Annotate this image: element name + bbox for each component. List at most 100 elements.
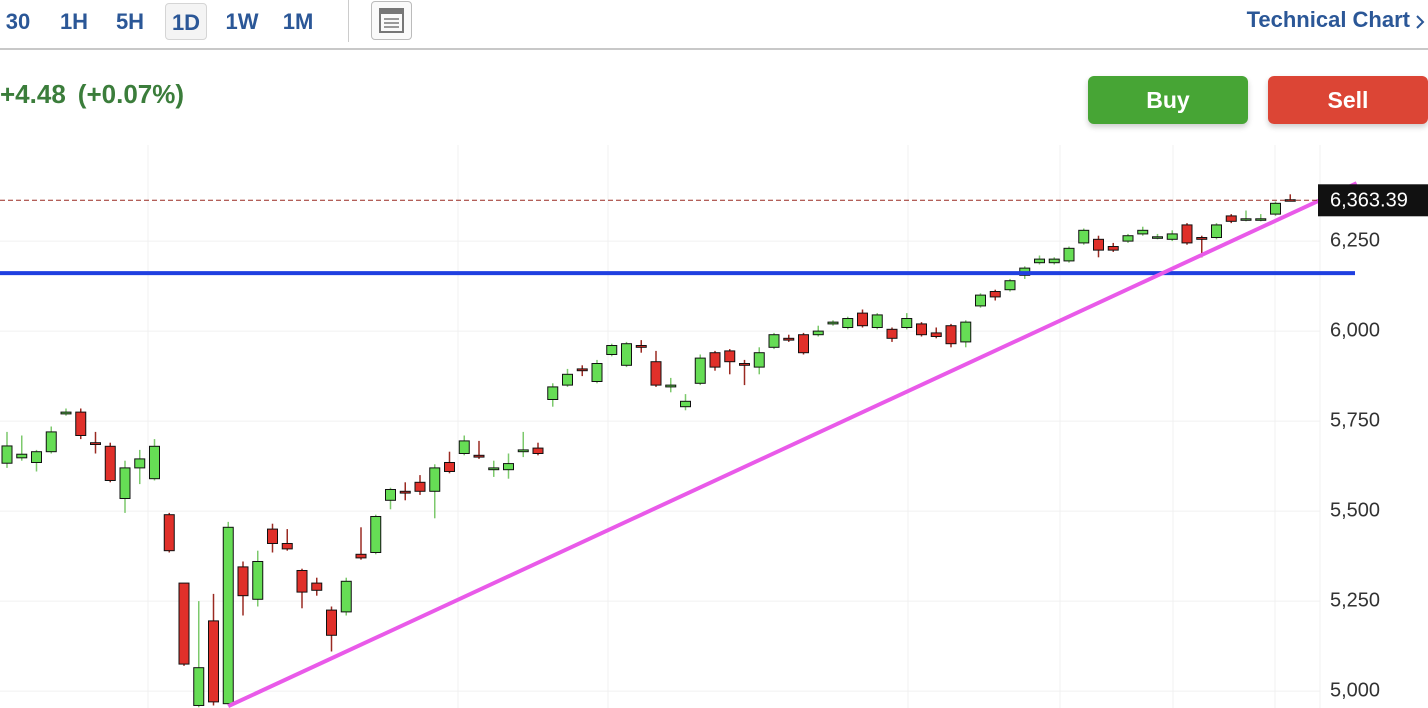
candle-body: [1240, 218, 1252, 221]
candle-body: [193, 667, 205, 706]
candle-body: [60, 411, 72, 415]
candle-body: [1093, 238, 1104, 251]
candle-body: [621, 343, 632, 366]
icon-graphic: [379, 8, 404, 33]
candle-body: [812, 330, 824, 336]
interval-tab[interactable]: 5H: [115, 9, 145, 34]
candle-body: [311, 582, 323, 591]
candle-body: [739, 363, 750, 366]
candle-body: [296, 569, 308, 593]
candle-body: [31, 451, 42, 463]
candle-body: [1284, 199, 1296, 202]
y-tick-label: 6,250: [1330, 229, 1380, 251]
candle-body: [208, 620, 219, 703]
change-percent: (+0.07%): [77, 79, 185, 109]
last-price-box: [1318, 184, 1428, 217]
last-price-label: 6,363.39: [1330, 190, 1408, 212]
candle-body: [429, 467, 441, 492]
candle-body: [385, 488, 396, 501]
layout-icon[interactable]: [371, 1, 412, 40]
y-tick-label: 6,000: [1330, 319, 1380, 341]
interval-tab[interactable]: 1M: [282, 9, 314, 34]
candle-body: [1004, 280, 1016, 291]
candle-body: [1019, 267, 1031, 276]
candle-body: [326, 609, 337, 636]
candle-body: [694, 357, 706, 384]
candle-body: [399, 490, 411, 494]
candle-body: [1122, 235, 1134, 242]
candle-body: [355, 553, 367, 559]
candle-body: [119, 467, 131, 499]
candle-body: [576, 368, 588, 372]
candle-body: [916, 323, 927, 336]
candle-body: [458, 440, 470, 454]
y-tick-label: 5,000: [1330, 679, 1380, 701]
candle-body: [562, 373, 573, 386]
sell-button[interactable]: Sell: [1268, 76, 1428, 124]
candle-body: [1166, 233, 1178, 240]
candle-body: [547, 386, 559, 401]
candle-body: [783, 337, 795, 341]
candle-body: [975, 294, 986, 307]
candle-body: [90, 442, 101, 445]
candle-body: [16, 453, 28, 459]
candle-body: [857, 312, 868, 327]
candle-body: [1078, 229, 1090, 244]
candle-body: [488, 467, 500, 471]
candle-body: [444, 461, 455, 472]
candle-body: [886, 328, 898, 339]
interval-tab[interactable]: 1D: [165, 3, 207, 40]
candle-body: [473, 454, 485, 458]
candle-body: [901, 318, 913, 329]
candle-body: [768, 334, 780, 348]
y-tick-label: 5,250: [1330, 589, 1380, 611]
candle-body: [1152, 236, 1163, 239]
toolbar: 30 1H 5H 1D 1W 1M Technical Chart: [0, 0, 1428, 50]
y-tick-label: 5,750: [1330, 409, 1380, 431]
candle-body: [650, 361, 662, 386]
candle-body: [517, 449, 529, 453]
candle-body: [104, 445, 116, 481]
trendline: [227, 181, 1358, 708]
candle-body: [945, 325, 957, 345]
candle-body: [1063, 247, 1075, 262]
candle-body: [1, 445, 13, 464]
candle-body: [252, 560, 264, 600]
candle-body: [842, 318, 854, 329]
candle-body: [1255, 218, 1267, 221]
technical-chart-link[interactable]: Technical Chart: [1246, 7, 1410, 32]
candle-body: [1270, 202, 1281, 215]
interval-tab[interactable]: 1H: [59, 9, 89, 34]
candle-body: [532, 447, 544, 454]
candle-body: [222, 526, 234, 705]
candle-body: [1048, 258, 1060, 264]
interval-tab[interactable]: 1W: [225, 9, 259, 34]
candle-body: [45, 431, 57, 453]
candle-body: [370, 515, 382, 553]
candle-body: [1137, 229, 1149, 235]
candle-body: [178, 582, 190, 665]
candle-body: [134, 458, 146, 469]
chevron: [1416, 15, 1425, 29]
candle-body: [281, 542, 293, 550]
candle-body: [709, 352, 721, 368]
candle-body: [414, 481, 426, 492]
candle-body: [680, 400, 691, 408]
candle-body: [591, 363, 603, 383]
candle-body: [960, 321, 972, 343]
quote-change: +4.48 (+0.07%): [0, 79, 184, 110]
change: +4.48: [0, 79, 66, 109]
y-tick-label: 5,500: [1330, 499, 1380, 521]
candle-body: [75, 411, 87, 436]
candle-body: [503, 463, 514, 471]
candle-body: [1196, 237, 1208, 240]
separator: [348, 0, 349, 42]
candle-body: [237, 566, 249, 597]
candle-body: [930, 332, 942, 338]
candle-body: [267, 528, 278, 544]
candle-body: [1034, 258, 1045, 264]
interval-tab[interactable]: 30: [5, 9, 31, 34]
buy-button[interactable]: Buy: [1088, 76, 1248, 124]
candle-body: [1181, 224, 1193, 244]
